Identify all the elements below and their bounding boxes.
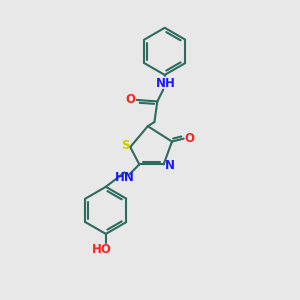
Text: N: N	[164, 159, 175, 172]
Text: HN: HN	[115, 171, 134, 184]
Text: S: S	[121, 139, 129, 152]
Text: NH: NH	[156, 77, 176, 90]
Text: O: O	[126, 93, 136, 106]
Text: O: O	[184, 132, 194, 145]
Text: HO: HO	[92, 243, 111, 256]
